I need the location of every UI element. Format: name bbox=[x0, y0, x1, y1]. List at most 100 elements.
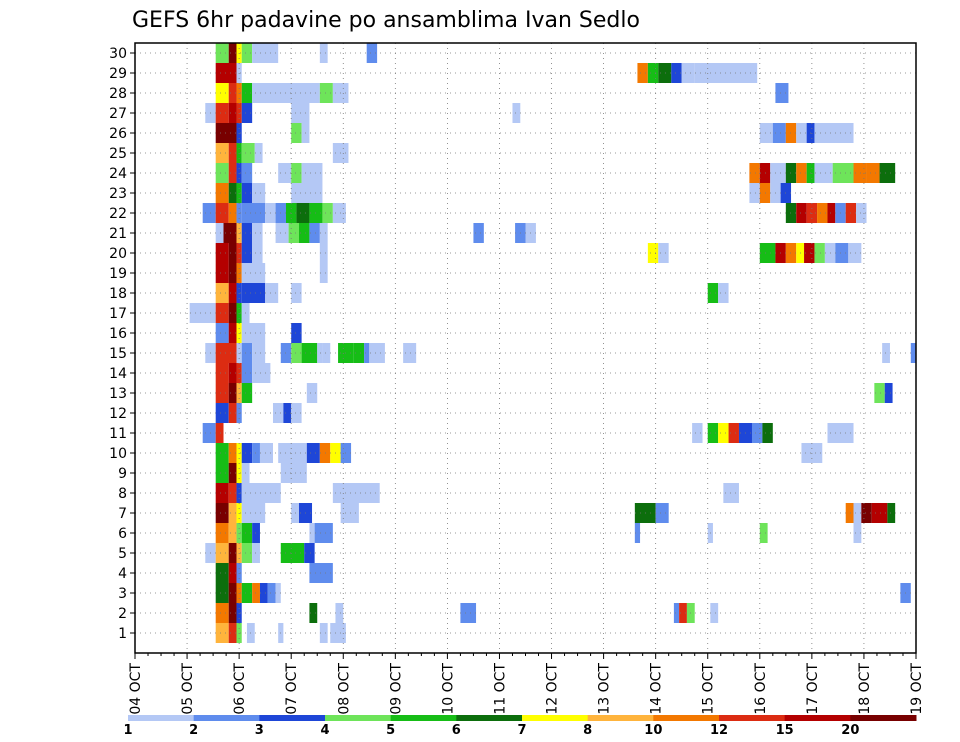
heatmap-cell bbox=[751, 423, 763, 443]
x-tick-label: 14 OCT bbox=[649, 663, 665, 715]
heatmap-cell bbox=[275, 223, 289, 243]
heatmap-cell bbox=[866, 163, 880, 183]
heatmap-cell bbox=[319, 263, 328, 283]
heatmap-cell bbox=[301, 343, 318, 363]
y-tick-label: 8 bbox=[118, 486, 127, 502]
heatmap-cell bbox=[215, 363, 229, 383]
heatmap-cell bbox=[215, 323, 229, 343]
heatmap-cell bbox=[254, 143, 263, 163]
x-tick-label: 17 OCT bbox=[805, 663, 821, 715]
x-tick-label: 18 OCT bbox=[857, 663, 873, 715]
colorbar-label: 1 bbox=[123, 723, 132, 738]
heatmap-cell bbox=[228, 243, 237, 263]
y-tick-label: 30 bbox=[109, 46, 127, 62]
heatmap-cell bbox=[241, 163, 253, 183]
heatmap-cell bbox=[291, 323, 302, 343]
heatmap-cell bbox=[241, 583, 253, 603]
heatmap-cell bbox=[728, 423, 739, 443]
heatmap-cell bbox=[827, 203, 836, 223]
colorbar-label: 2 bbox=[189, 723, 198, 738]
heatmap-cell bbox=[241, 443, 253, 463]
y-axis: 1234567891011121314151617181920212223242… bbox=[109, 46, 135, 642]
heatmap-cell bbox=[241, 503, 266, 523]
colorbar-swatch bbox=[850, 715, 917, 721]
heatmap-cell bbox=[283, 403, 292, 423]
y-tick-label: 1 bbox=[118, 626, 127, 642]
heatmap-cell bbox=[215, 163, 229, 183]
heatmap-cell bbox=[228, 483, 237, 503]
colorbar-swatch bbox=[390, 715, 457, 721]
heatmap-cell bbox=[671, 63, 682, 83]
heatmap-cell bbox=[785, 203, 797, 223]
heatmap-cell bbox=[814, 123, 854, 143]
heatmap-cell bbox=[796, 123, 807, 143]
heatmap-cell bbox=[228, 543, 237, 563]
heatmap-cell bbox=[749, 183, 760, 203]
heatmap-cell bbox=[228, 363, 237, 383]
heatmap-cell bbox=[322, 343, 331, 363]
heatmap-cell bbox=[634, 523, 641, 543]
heatmap-cell bbox=[215, 523, 229, 543]
heatmap-cell bbox=[658, 63, 672, 83]
heatmap-cell bbox=[241, 223, 253, 243]
heatmap-cell bbox=[228, 463, 237, 483]
heatmap-cell bbox=[228, 83, 237, 103]
heatmap-cell bbox=[215, 123, 237, 143]
heatmap-cell bbox=[775, 83, 789, 103]
heatmap-cell bbox=[228, 43, 237, 63]
colorbar-label: 8 bbox=[583, 723, 592, 738]
heatmap-cell bbox=[366, 43, 378, 63]
y-tick-label: 27 bbox=[109, 106, 127, 122]
x-tick-label: 16 OCT bbox=[753, 663, 769, 715]
colorbar-swatch bbox=[522, 715, 589, 721]
y-tick-label: 21 bbox=[109, 226, 127, 242]
y-tick-label: 24 bbox=[109, 166, 127, 182]
heatmap-cell bbox=[202, 423, 216, 443]
x-tick-label: 10 OCT bbox=[440, 663, 456, 715]
heatmap-cell bbox=[681, 63, 695, 83]
heatmap-cell bbox=[338, 623, 346, 643]
heatmap-cell bbox=[272, 403, 284, 423]
y-tick-label: 18 bbox=[109, 286, 127, 302]
heatmap-cell bbox=[309, 603, 318, 623]
heatmap-cell bbox=[215, 83, 229, 103]
colorbar-swatch bbox=[587, 715, 654, 721]
colorbar-label: 12 bbox=[710, 723, 728, 738]
heatmap-cell bbox=[278, 163, 292, 183]
heatmap-cell bbox=[707, 423, 719, 443]
y-tick-label: 10 bbox=[109, 446, 127, 462]
heatmap-cell bbox=[403, 343, 417, 363]
heatmap-cell bbox=[215, 283, 229, 303]
chart-title: GEFS 6hr padavine po ansamblima Ivan Sed… bbox=[132, 8, 640, 33]
heatmap-cell bbox=[278, 443, 307, 463]
heatmap-cell bbox=[252, 223, 263, 243]
heatmap-cell bbox=[252, 343, 266, 363]
heatmap-cell bbox=[252, 543, 260, 563]
heatmap-cell bbox=[473, 223, 484, 243]
heatmap-cell bbox=[252, 583, 260, 603]
heatmap-cell bbox=[319, 83, 333, 103]
colorbar: 1 2 3 4 5 6 7 8 10 12 15 20 bbox=[123, 715, 917, 738]
heatmap-cell bbox=[785, 243, 797, 263]
x-tick-label: 08 OCT bbox=[336, 663, 352, 715]
heatmap-cell bbox=[241, 323, 266, 343]
heatmap-cell bbox=[241, 343, 253, 363]
y-tick-label: 29 bbox=[109, 66, 127, 82]
y-tick-label: 9 bbox=[118, 466, 127, 482]
heatmap-cell bbox=[291, 163, 302, 183]
heatmap-cell bbox=[291, 183, 323, 203]
heatmap-cell bbox=[228, 283, 237, 303]
heatmap-cell bbox=[770, 163, 786, 183]
heatmap-cell bbox=[215, 503, 229, 523]
y-tick-label: 7 bbox=[118, 506, 127, 522]
y-tick-label: 16 bbox=[109, 326, 127, 342]
heatmap-cell bbox=[241, 143, 255, 163]
heatmap-cell bbox=[887, 503, 896, 523]
y-tick-label: 13 bbox=[109, 386, 127, 402]
x-tick-label: 04 OCT bbox=[128, 663, 144, 715]
heatmap-cell bbox=[319, 243, 328, 263]
heatmap-cell bbox=[309, 523, 315, 543]
heatmap-cell bbox=[241, 523, 253, 543]
heatmap-cell bbox=[718, 423, 729, 443]
heatmap-cell bbox=[241, 283, 266, 303]
